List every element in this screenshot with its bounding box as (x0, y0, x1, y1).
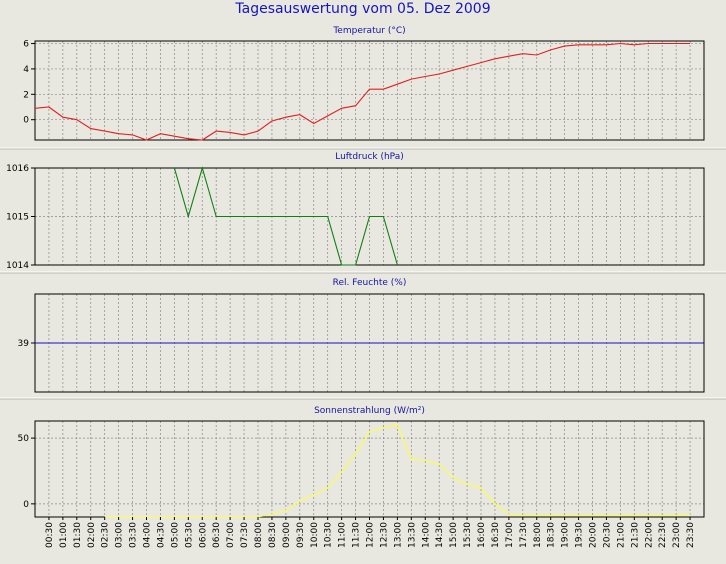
x-tick-label: 20:00 (589, 522, 599, 548)
x-tick-label: 14:30 (435, 522, 445, 548)
x-tick-label: 07:30 (240, 522, 250, 548)
x-tick-label: 13:30 (407, 522, 417, 548)
x-tick-label: 18:30 (547, 522, 557, 548)
x-tick-label: 12:00 (366, 522, 376, 548)
x-tick-label: 10:30 (324, 522, 334, 548)
y-tick-label: 1015 (6, 213, 29, 223)
x-tick-label: 06:30 (212, 522, 222, 548)
x-tick-label: 04:00 (143, 522, 153, 548)
y-tick-label: 39 (18, 339, 30, 349)
y-tick-label: 0 (23, 500, 29, 510)
y-tick-label: 2 (23, 90, 29, 100)
x-tick-label: 05:00 (170, 522, 180, 548)
x-tick-label: 13:00 (393, 522, 403, 548)
y-tick-label: 1016 (6, 164, 29, 174)
chart-panel-3: Rel. Feuchte (%) 39 (0, 278, 726, 400)
x-tick-label: 06:00 (198, 522, 208, 548)
plot-frame (34, 167, 705, 266)
x-tick-label: 07:00 (226, 522, 236, 548)
x-tick-label: 03:30 (129, 522, 139, 548)
chart-panel-1: Temperatur (°C) 0 2 4 6 (0, 26, 726, 150)
x-tick-label: 09:00 (282, 522, 292, 548)
x-tick-label: 11:30 (352, 522, 362, 548)
x-tick-label: 01:30 (73, 522, 83, 548)
x-tick-label: 11:00 (338, 522, 348, 548)
chart-title: Temperatur (°C) (332, 26, 405, 36)
chart-panel-2: Luftdruck (hPa) 1014 1015 1016 (0, 152, 726, 274)
chart-panel-4: Sonnenstrahlung (W/m²) 0 50 (18, 406, 705, 518)
y-tick-label: 4 (23, 65, 29, 75)
series-line (34, 42, 691, 141)
x-tick-label: 19:00 (561, 522, 571, 548)
chart-title: Luftdruck (hPa) (335, 152, 404, 162)
x-tick-label: 02:00 (87, 522, 97, 548)
x-tick-label: 01:00 (59, 522, 69, 548)
x-tick-label: 16:30 (491, 522, 501, 548)
x-tick-label: 00:30 (45, 522, 55, 548)
x-tick-label: 09:30 (296, 522, 306, 548)
x-tick-label: 05:30 (184, 522, 194, 548)
chart-title: Sonnenstrahlung (W/m²) (314, 406, 425, 416)
x-tick-label: 16:00 (477, 522, 487, 548)
x-tick-label: 08:30 (268, 522, 278, 548)
x-tick-label: 19:30 (575, 522, 585, 548)
x-tick-label: 21:00 (616, 522, 626, 548)
x-tick-label: 21:30 (630, 522, 640, 548)
x-tick-label: 18:00 (533, 522, 543, 548)
x-tick-label: 04:30 (156, 522, 166, 548)
x-tick-label: 08:00 (254, 522, 264, 548)
x-tick-label: 23:00 (672, 522, 682, 548)
y-tick-label: 1014 (6, 261, 29, 271)
x-tick-label: 15:00 (449, 522, 459, 548)
page-title: Tagesauswertung vom 05. Dez 2009 (235, 1, 491, 17)
x-tick-label: 17:30 (519, 522, 529, 548)
y-tick-label: 0 (23, 116, 29, 126)
x-tick-label: 17:00 (505, 522, 515, 548)
x-tick-label: 14:00 (421, 522, 431, 548)
x-tick-label: 12:30 (379, 522, 389, 548)
series-line (173, 166, 398, 266)
x-tick-label: 22:30 (658, 522, 668, 548)
x-tick-label: 03:00 (115, 522, 125, 548)
y-tick-label: 50 (18, 434, 30, 444)
x-tick-label: 20:30 (602, 522, 612, 548)
x-axis: 00:30 01:00 01:30 02:00 02:30 03:00 03:30 04:00… (45, 517, 696, 548)
plot-frame (34, 40, 705, 141)
x-tick-label: 23:30 (686, 522, 696, 548)
x-tick-label: 22:00 (644, 522, 654, 548)
x-tick-label: 15:30 (463, 522, 473, 548)
x-tick-label: 02:30 (101, 522, 111, 548)
chart-title: Rel. Feuchte (%) (333, 278, 407, 288)
y-tick-label: 6 (23, 40, 29, 50)
x-tick-label: 10:00 (310, 522, 320, 548)
